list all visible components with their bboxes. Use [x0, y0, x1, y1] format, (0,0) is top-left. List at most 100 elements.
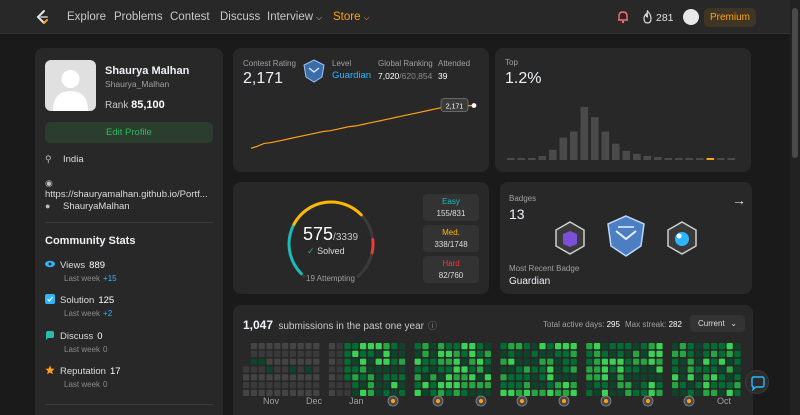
heatmap-cell: [555, 374, 562, 381]
heatmap-cell: [422, 374, 429, 381]
website-row[interactable]: ◉https://shauryamalhan.github.io/Portf..…: [45, 178, 208, 200]
heatmap-cell: [718, 350, 725, 357]
heatmap-cell: [383, 382, 390, 389]
heatmap-cell: [500, 382, 507, 389]
star-icon: [45, 365, 55, 375]
heatmap-cell: [360, 389, 367, 396]
difficulty-easy[interactable]: Easy 155/831: [423, 194, 479, 221]
year-dropdown[interactable]: Current ⌄: [690, 315, 745, 332]
submission-heatmap[interactable]: [233, 305, 753, 415]
leetcode-logo-icon[interactable]: [34, 9, 50, 25]
edit-profile-button[interactable]: Edit Profile: [45, 122, 213, 143]
heatmap-cell: [687, 358, 694, 365]
heatmap-cell: [297, 389, 304, 396]
difficulty-hard[interactable]: Hard 82/760: [423, 256, 479, 283]
streak-fire-icon[interactable]: [642, 10, 653, 24]
heatmap-cell: [523, 389, 530, 396]
heatmap-cell: [305, 366, 312, 373]
stat-discuss: Discuss 0 Last week 0: [45, 330, 215, 354]
info-icon[interactable]: ⓘ: [428, 321, 438, 331]
nav-contest[interactable]: Contest: [170, 11, 210, 23]
distribution-bar: [654, 156, 662, 160]
distribution-bar: [696, 158, 704, 160]
heatmap-cell: [360, 343, 367, 350]
heatmap-cell: [289, 382, 296, 389]
heatmap-cell: [438, 350, 445, 357]
heatmap-cell: [375, 382, 382, 389]
chevron-down-icon: ⌵: [363, 13, 370, 22]
heatmap-cell: [687, 350, 694, 357]
top-navbar: Explore Problems Contest Discuss Intervi…: [0, 0, 790, 34]
nav-store[interactable]: Store ⌵: [333, 11, 370, 23]
nav-discuss[interactable]: Discuss: [220, 11, 261, 23]
heatmap-cell: [484, 366, 491, 373]
heatmap-cell: [274, 374, 281, 381]
heatmap-cell: [453, 366, 460, 373]
distribution-bar: [633, 153, 641, 160]
heatmap-cell: [531, 358, 538, 365]
heatmap-cell: [679, 366, 686, 373]
rating-tooltip-text: 2,171: [446, 104, 464, 111]
monthly-badge-dot: [391, 399, 395, 403]
heatmap-cell: [726, 389, 733, 396]
heatmap-cell: [687, 343, 694, 350]
heatmap-cell: [711, 374, 718, 381]
nav-interview[interactable]: Interview ⌵: [267, 11, 323, 23]
heatmap-cell: [367, 350, 374, 357]
heatmap-cell: [547, 389, 554, 396]
badge-annual-icon[interactable]: [552, 220, 588, 256]
solved-progress-ring[interactable]: [278, 194, 384, 290]
heatmap-cell: [633, 374, 640, 381]
page-scrollbar[interactable]: [790, 0, 800, 415]
github-row[interactable]: ● ShauryaMalhan: [45, 201, 130, 212]
heatmap-cell: [625, 350, 632, 357]
badges-count: 13: [509, 206, 525, 222]
premium-button[interactable]: Premium: [704, 8, 756, 27]
stat-reputation: Reputation 17 Last week 0: [45, 365, 215, 389]
github-icon: ●: [45, 201, 51, 211]
heatmap-cell: [640, 358, 647, 365]
heatmap-cell: [711, 389, 718, 396]
heatmap-cell: [414, 382, 421, 389]
heatmap-cell: [469, 389, 476, 396]
heatmap-cell: [703, 343, 710, 350]
heatmap-cell: [656, 389, 663, 396]
heatmap-cell: [375, 343, 382, 350]
heatmap-cell: [633, 350, 640, 357]
heatmap-cell: [547, 350, 554, 357]
chat-bubble-icon: [751, 376, 765, 392]
attempting-count: 19 Attempting: [306, 274, 355, 283]
heatmap-cell: [718, 382, 725, 389]
notification-bell-icon[interactable]: [617, 10, 629, 24]
divider: [45, 222, 213, 223]
heatmap-cell: [640, 343, 647, 350]
heatmap-cell: [328, 350, 335, 357]
heatmap-cell: [266, 358, 273, 365]
heatmap-cell: [484, 382, 491, 389]
badge-study-plan-icon[interactable]: [664, 220, 700, 256]
chat-help-button[interactable]: [745, 370, 769, 394]
rating-distribution-chart[interactable]: [495, 48, 751, 172]
nav-explore[interactable]: Explore: [67, 11, 106, 23]
heatmap-cell: [445, 343, 452, 350]
heatmap-cell: [609, 389, 616, 396]
rating-history-chart[interactable]: 2,171: [233, 48, 489, 172]
heatmap-cell: [734, 382, 741, 389]
heatmap-cell: [703, 389, 710, 396]
heatmap-cell: [695, 389, 702, 396]
user-avatar[interactable]: [683, 9, 699, 25]
distribution-bar: [559, 137, 568, 160]
heatmap-cell: [523, 350, 530, 357]
heatmap-cell: [484, 358, 491, 365]
heatmap-cell: [539, 374, 546, 381]
arrow-right-icon[interactable]: →: [732, 192, 746, 208]
heatmap-cell: [352, 358, 359, 365]
difficulty-medium[interactable]: Med. 338/1748: [423, 225, 479, 252]
stat-views: Views 889 Last week +15: [45, 259, 215, 283]
scrollbar-thumb[interactable]: [792, 8, 798, 158]
heatmap-cell: [352, 382, 359, 389]
badge-guardian-icon[interactable]: [604, 214, 648, 258]
nav-problems[interactable]: Problems: [114, 11, 163, 23]
heatmap-cell: [391, 366, 398, 373]
heatmap-cell: [336, 358, 343, 365]
